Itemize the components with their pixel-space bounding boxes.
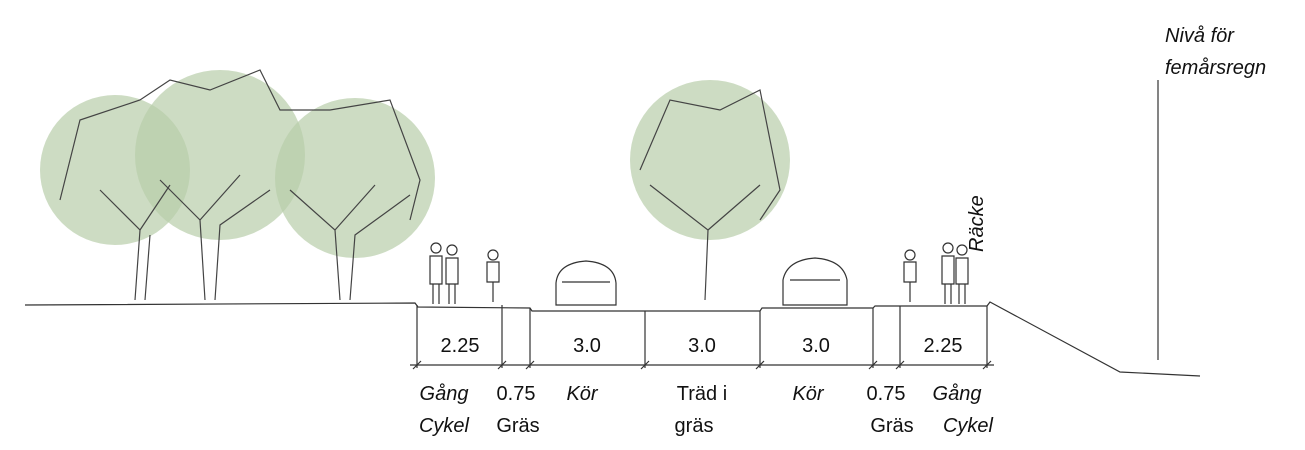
zone-label: gräs (675, 415, 714, 437)
zone-label: Cykel (419, 415, 470, 437)
dimension: 3.0 (573, 335, 601, 357)
railing-label: Räcke (966, 195, 988, 252)
ground (24, 301, 1201, 377)
dimension: 2.25 (924, 335, 963, 357)
zone-label: Gång (420, 383, 469, 405)
zone-label: Gång (933, 383, 982, 405)
zone-label: Gräs (870, 415, 913, 437)
dimension: 3.0 (688, 335, 716, 357)
dimension: 3.0 (802, 335, 830, 357)
zone-label: Gräs (496, 415, 539, 437)
water-level-label: femårsregn (1165, 57, 1266, 79)
trees (40, 69, 790, 301)
dimension-lines (410, 305, 994, 370)
zone-label: Kör (566, 383, 598, 405)
users (429, 242, 969, 306)
zone-label: Kör (792, 383, 824, 405)
zone-label: Träd i (677, 383, 727, 405)
water-level-label: Nivå för (1165, 25, 1235, 47)
zone-label: Cykel (943, 415, 994, 437)
dimension: 2.25 (441, 335, 480, 357)
dimension: 0.75 (497, 383, 536, 405)
dimension: 0.75 (867, 383, 906, 405)
